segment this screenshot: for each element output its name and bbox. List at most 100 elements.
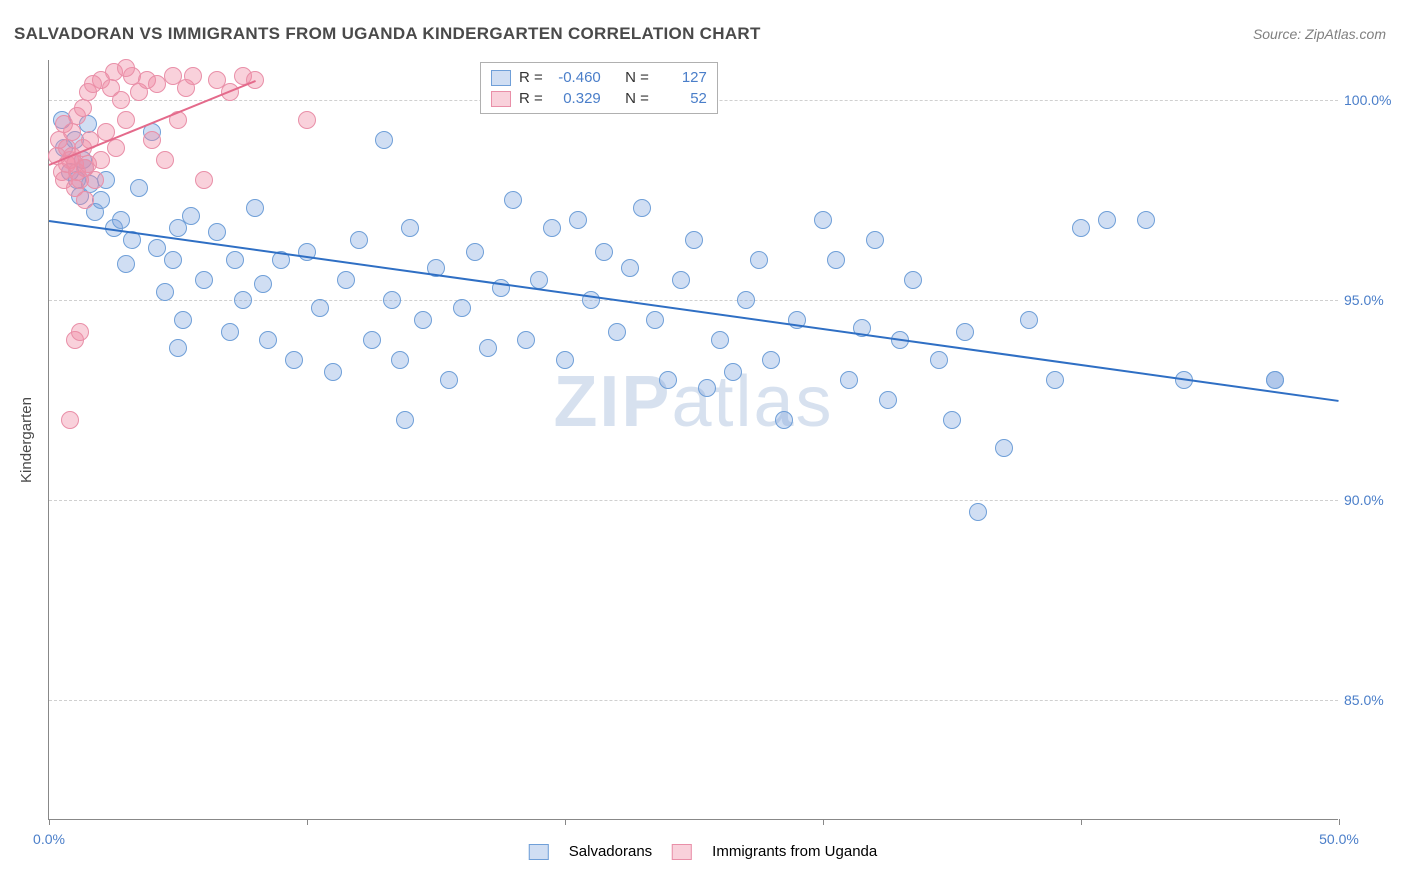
x-tick	[1339, 819, 1340, 825]
x-tick	[307, 819, 308, 825]
scatter-point	[324, 363, 342, 381]
scatter-point	[208, 223, 226, 241]
scatter-point	[633, 199, 651, 217]
scatter-point	[943, 411, 961, 429]
scatter-point	[117, 111, 135, 129]
scatter-point	[86, 171, 104, 189]
scatter-point	[156, 151, 174, 169]
scatter-point	[969, 503, 987, 521]
scatter-point	[61, 411, 79, 429]
legend-swatch-series2	[672, 844, 692, 860]
scatter-point	[711, 331, 729, 349]
scatter-point	[195, 271, 213, 289]
scatter-point	[234, 291, 252, 309]
scatter-point	[164, 251, 182, 269]
scatter-point	[76, 191, 94, 209]
x-tick	[1081, 819, 1082, 825]
r-label-2: R =	[519, 90, 543, 107]
scatter-point	[582, 291, 600, 309]
scatter-point	[685, 231, 703, 249]
scatter-point	[479, 339, 497, 357]
scatter-point	[259, 331, 277, 349]
scatter-point	[995, 439, 1013, 457]
scatter-point	[595, 243, 613, 261]
scatter-point	[396, 411, 414, 429]
scatter-point	[659, 371, 677, 389]
scatter-point	[504, 191, 522, 209]
scatter-point	[391, 351, 409, 369]
stats-row-series1: R = -0.460 N = 127	[491, 67, 707, 88]
scatter-point	[646, 311, 664, 329]
legend-label-series1: Salvadorans	[569, 843, 652, 860]
scatter-point	[226, 251, 244, 269]
scatter-point	[246, 199, 264, 217]
bottom-legend: Salvadorans Immigrants from Uganda	[529, 843, 877, 860]
scatter-point	[517, 331, 535, 349]
scatter-point	[840, 371, 858, 389]
n-label-2: N =	[625, 90, 649, 107]
scatter-point	[775, 411, 793, 429]
scatter-point	[383, 291, 401, 309]
scatter-point	[621, 259, 639, 277]
scatter-point	[569, 211, 587, 229]
scatter-point	[1020, 311, 1038, 329]
watermark: ZIPatlas	[553, 361, 833, 443]
scatter-point	[750, 251, 768, 269]
scatter-point	[79, 155, 97, 173]
x-tick-label: 0.0%	[33, 831, 65, 847]
scatter-point	[375, 131, 393, 149]
scatter-point	[530, 271, 548, 289]
source-attribution: Source: ZipAtlas.com	[1253, 26, 1386, 42]
r-value-1: -0.460	[551, 69, 601, 86]
y-tick-label: 100.0%	[1344, 92, 1396, 108]
x-tick-label: 50.0%	[1319, 831, 1359, 847]
scatter-point	[107, 139, 125, 157]
scatter-point	[672, 271, 690, 289]
scatter-point	[440, 371, 458, 389]
x-tick	[823, 819, 824, 825]
scatter-point	[169, 339, 187, 357]
gridline-h	[49, 500, 1338, 501]
scatter-point	[608, 323, 626, 341]
scatter-point	[363, 331, 381, 349]
scatter-point	[117, 59, 135, 77]
scatter-point	[414, 311, 432, 329]
scatter-point	[337, 271, 355, 289]
scatter-point	[556, 351, 574, 369]
chart-container: SALVADORAN VS IMMIGRANTS FROM UGANDA KIN…	[0, 0, 1406, 892]
scatter-point	[866, 231, 884, 249]
chart-title: SALVADORAN VS IMMIGRANTS FROM UGANDA KIN…	[14, 24, 761, 44]
scatter-point	[724, 363, 742, 381]
scatter-point	[956, 323, 974, 341]
scatter-point	[221, 323, 239, 341]
scatter-point	[1046, 371, 1064, 389]
y-tick-label: 95.0%	[1344, 292, 1396, 308]
scatter-point	[254, 275, 272, 293]
watermark-rest: atlas	[671, 362, 833, 442]
scatter-point	[112, 91, 130, 109]
scatter-point	[84, 75, 102, 93]
scatter-point	[311, 299, 329, 317]
n-value-2: 52	[657, 90, 707, 107]
scatter-point	[246, 71, 264, 89]
scatter-point	[904, 271, 922, 289]
scatter-point	[74, 99, 92, 117]
scatter-point	[814, 211, 832, 229]
scatter-point	[1137, 211, 1155, 229]
y-axis-label: Kindergarten	[18, 397, 35, 483]
scatter-point	[174, 311, 192, 329]
scatter-point	[1098, 211, 1116, 229]
r-label-1: R =	[519, 69, 543, 86]
scatter-point	[827, 251, 845, 269]
scatter-point	[148, 239, 166, 257]
y-tick-label: 90.0%	[1344, 492, 1396, 508]
watermark-bold: ZIP	[553, 362, 671, 442]
scatter-point	[195, 171, 213, 189]
scatter-point	[63, 123, 81, 141]
scatter-point	[298, 111, 316, 129]
swatch-series1	[491, 70, 511, 86]
gridline-h	[49, 700, 1338, 701]
swatch-series2	[491, 91, 511, 107]
scatter-point	[930, 351, 948, 369]
scatter-point	[156, 283, 174, 301]
